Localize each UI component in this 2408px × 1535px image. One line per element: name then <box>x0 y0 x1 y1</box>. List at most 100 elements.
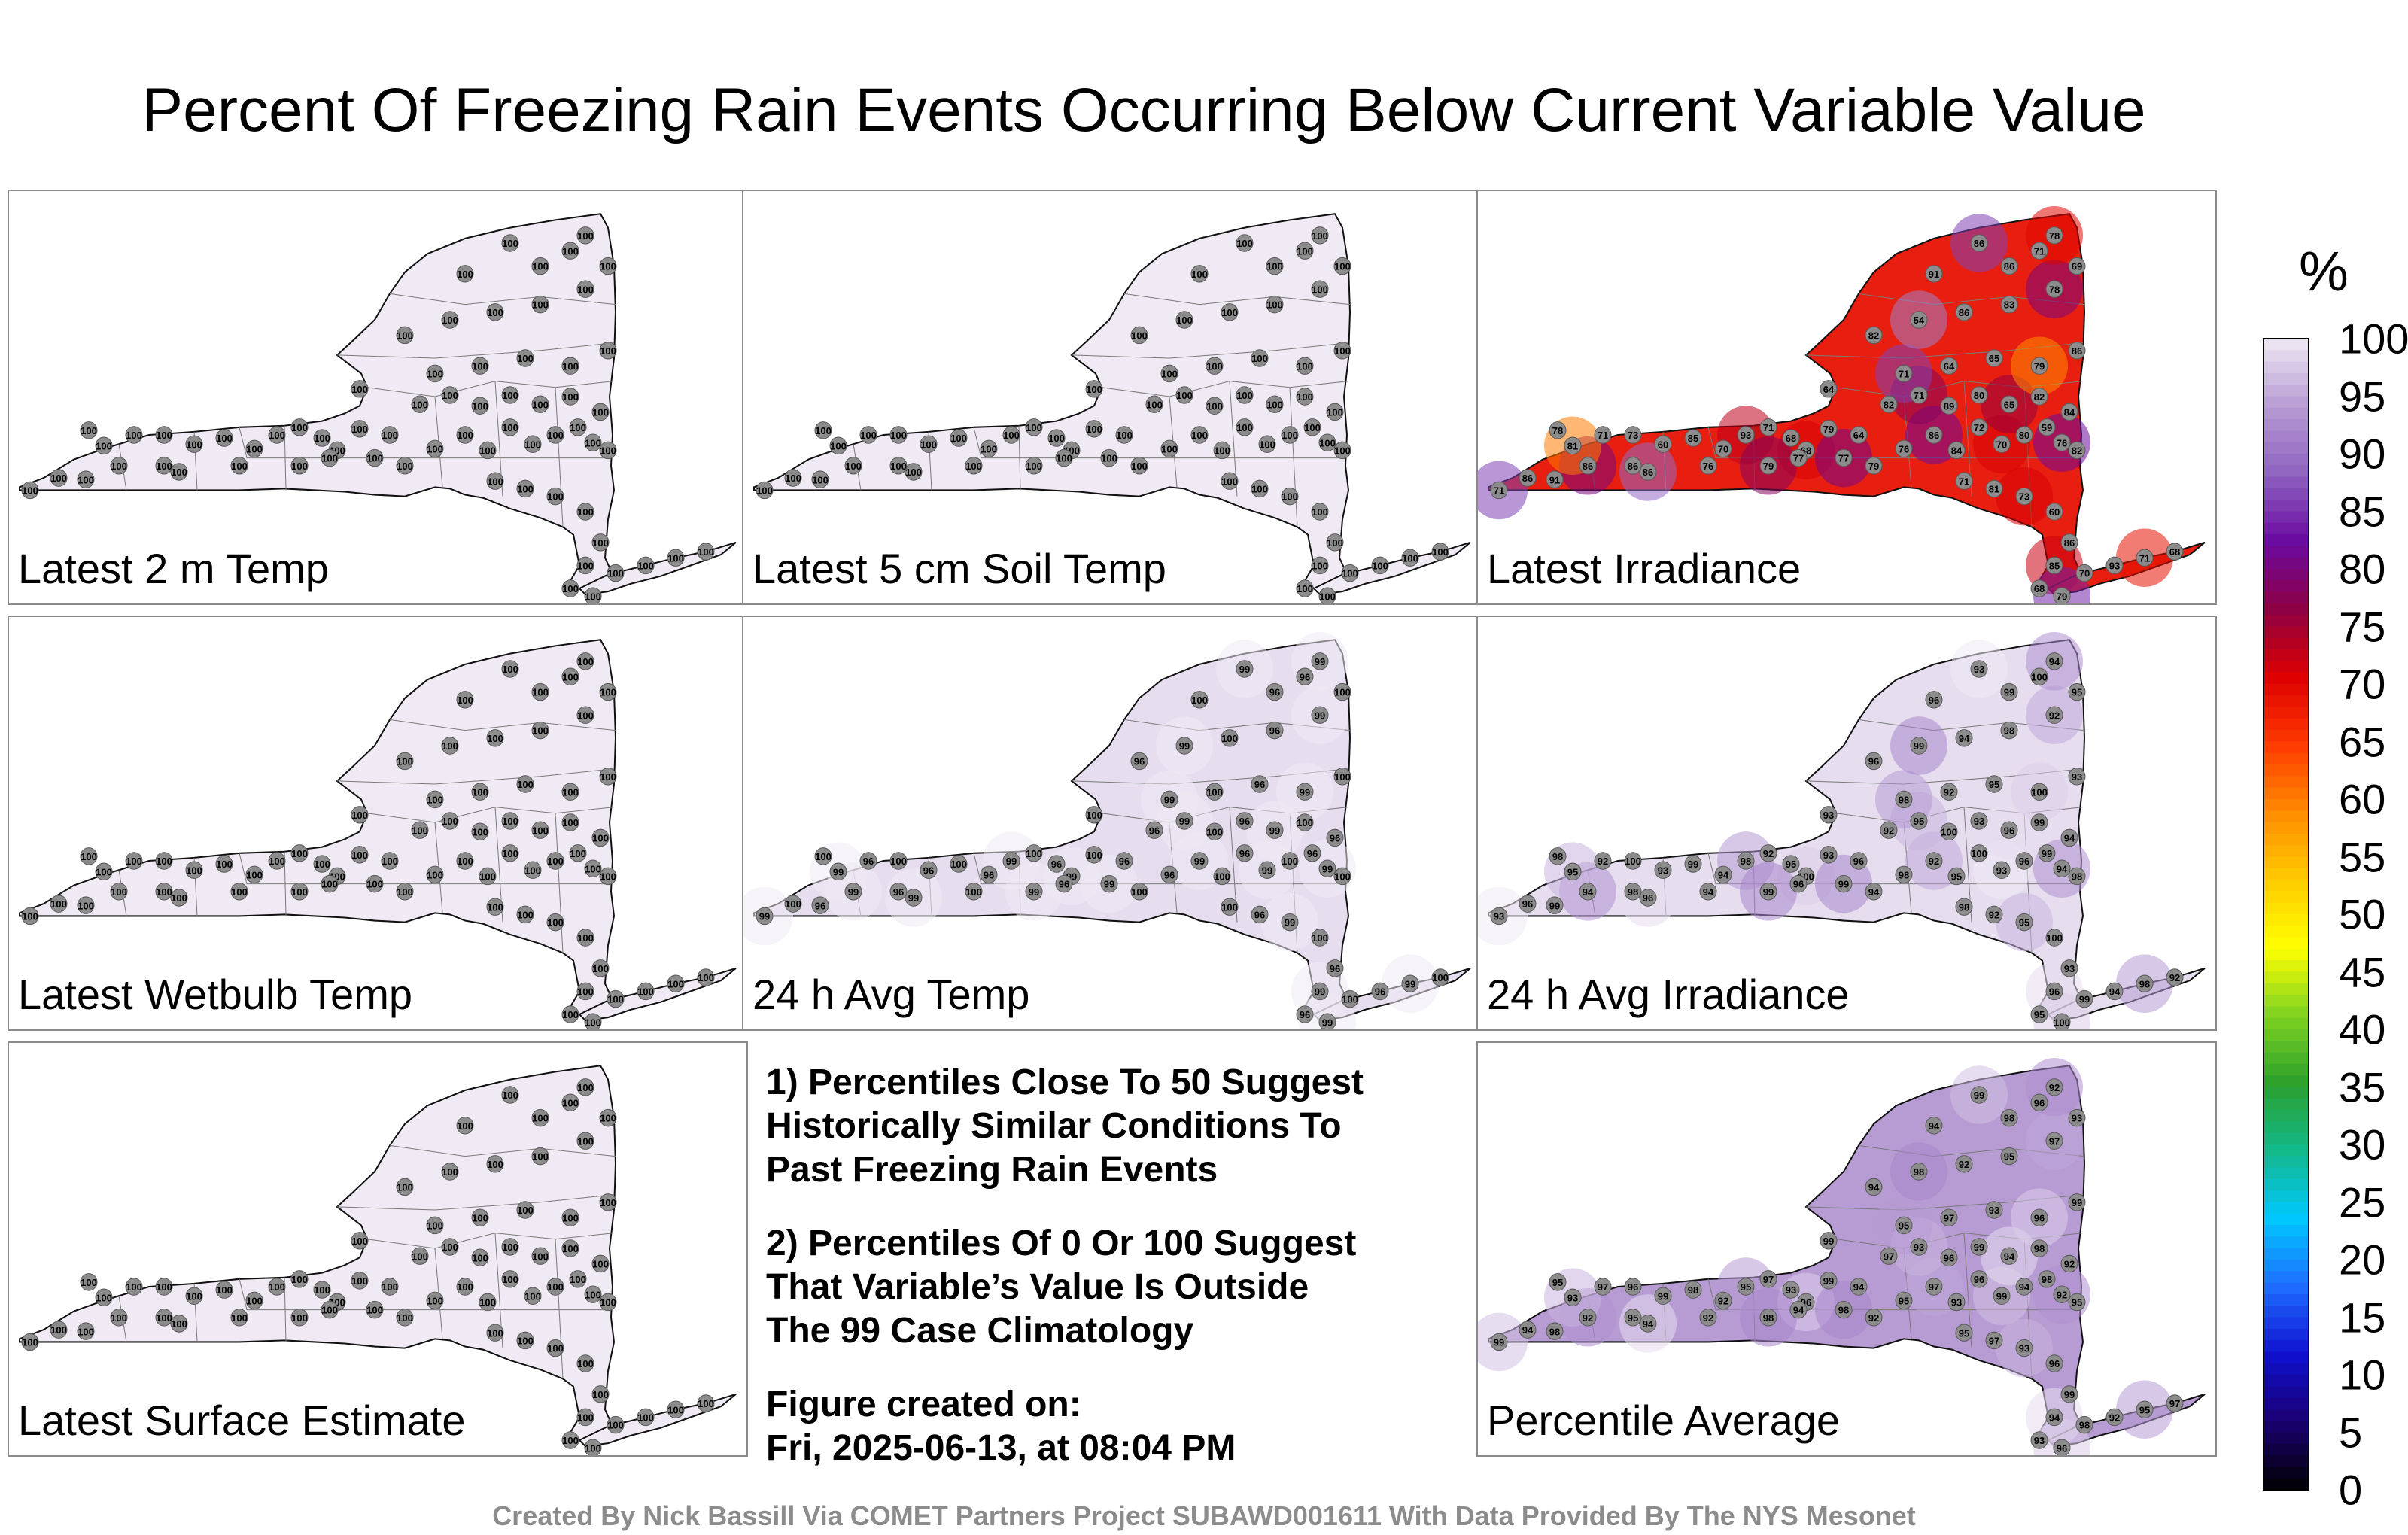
station-marker: 94 <box>1789 1300 1808 1319</box>
station-marker: 100 <box>1085 806 1103 824</box>
station-marker: 99 <box>1311 706 1329 724</box>
station-marker: 100 <box>1145 395 1163 413</box>
colorbar-tick-label: 5 <box>2339 1409 2363 1456</box>
station-marker: 96 <box>2030 1093 2048 1111</box>
station-value: 100 <box>1026 848 1042 859</box>
station-value: 100 <box>1086 850 1102 861</box>
station-value: 100 <box>1251 353 1268 364</box>
station-marker: 96 <box>1639 889 1657 907</box>
station-value: 100 <box>156 1281 172 1293</box>
station-marker: 100 <box>110 1309 128 1327</box>
station-marker: 100 <box>561 813 579 831</box>
station-value: 94 <box>1793 1305 1804 1316</box>
station-value: 100 <box>562 817 579 828</box>
station-marker: 93 <box>1993 861 2011 879</box>
station-marker: 100 <box>591 1254 610 1273</box>
station-marker: 100 <box>501 234 519 252</box>
state-outline <box>753 213 1351 590</box>
station-value: 100 <box>547 856 564 867</box>
station-value: 93 <box>1951 1296 1962 1308</box>
station-value: 100 <box>600 1197 616 1208</box>
station-marker: 100 <box>1296 388 1314 406</box>
colorbar-segment <box>2264 995 2309 1008</box>
station-marker: 94 <box>1519 1321 1537 1339</box>
station-value: 100 <box>1319 437 1336 448</box>
station-marker: 100 <box>77 1322 95 1340</box>
station-marker: 86 <box>2068 342 2086 360</box>
station-marker: 97 <box>1759 1270 1777 1288</box>
station-marker: 94 <box>2045 652 2063 670</box>
colorbar-tick-label: 60 <box>2339 775 2386 823</box>
colorbar-segment <box>2264 1386 2309 1399</box>
station-value: 99 <box>1104 879 1114 890</box>
station-value: 100 <box>592 537 609 549</box>
station-value: 100 <box>291 1274 308 1285</box>
colorbar-segment <box>2264 1282 2309 1295</box>
station-marker: 100 <box>479 867 497 886</box>
station-marker: 79 <box>2030 357 2048 375</box>
station-marker: 100 <box>1115 426 1133 444</box>
station-marker: 100 <box>125 852 143 870</box>
station-marker: 96 <box>1303 844 1321 862</box>
station-value: 71 <box>1763 422 1774 433</box>
station-value: 96 <box>1330 832 1340 843</box>
station-marker: 96 <box>2000 821 2018 839</box>
station-value: 100 <box>845 460 862 472</box>
station-value: 86 <box>1959 307 1969 318</box>
station-marker: 100 <box>21 481 39 500</box>
station-value: 100 <box>382 856 398 867</box>
station-marker: 100 <box>441 812 459 830</box>
station-marker: 99 <box>756 907 774 926</box>
station-marker: 86 <box>1624 457 1642 475</box>
station-value: 100 <box>600 871 616 882</box>
station-marker: 96 <box>1850 852 1868 870</box>
station-marker: 94 <box>2105 982 2124 1001</box>
station-marker: 100 <box>1401 549 1419 567</box>
station-value: 100 <box>472 826 488 837</box>
station-value: 100 <box>269 856 285 867</box>
station-value: 100 <box>502 238 518 249</box>
station-marker: 70 <box>2075 564 2093 582</box>
colorbar-segment <box>2264 684 2309 697</box>
station-value: 100 <box>1176 390 1193 401</box>
station-marker: 100 <box>1190 265 1209 283</box>
station-value: 100 <box>2031 786 2048 798</box>
station-value: 100 <box>472 400 488 412</box>
station-marker: 99 <box>1910 737 1928 755</box>
station-value: 99 <box>1006 856 1017 867</box>
station-value: 100 <box>442 740 458 752</box>
colorbar-segment <box>2264 454 2309 467</box>
station-value: 98 <box>1959 901 1969 913</box>
station-marker: 100 <box>471 1248 489 1266</box>
station-value: 100 <box>830 440 847 451</box>
station-marker: 100 <box>471 397 489 415</box>
colorbar-segment <box>2264 1178 2309 1191</box>
station-marker: 99 <box>2075 989 2093 1008</box>
station-marker: 96 <box>2030 1208 2048 1226</box>
station-marker: 96 <box>1236 844 1254 862</box>
station-value: 96 <box>1628 1281 1638 1293</box>
station-value: 99 <box>1300 786 1310 798</box>
station-value: 100 <box>1402 552 1418 564</box>
colorbar-segment <box>2264 1293 2309 1306</box>
station-marker: 99 <box>1100 874 1118 893</box>
station-marker: 100 <box>1206 783 1224 801</box>
station-value: 92 <box>1989 909 1999 920</box>
colorbar-segment <box>2264 1351 2309 1364</box>
station-value: 96 <box>1307 848 1318 859</box>
station-value: 99 <box>1262 865 1272 876</box>
station-marker: 86 <box>1639 463 1657 481</box>
station-marker: 100 <box>268 1278 286 1296</box>
station-value: 97 <box>1763 1274 1774 1285</box>
station-marker: 100 <box>829 436 847 455</box>
station-marker: 96 <box>1115 852 1133 870</box>
station-marker: 86 <box>1925 426 1943 444</box>
station-marker: 100 <box>185 435 203 453</box>
county-line <box>389 719 616 731</box>
station-value: 78 <box>2049 230 2060 242</box>
station-value: 100 <box>1319 591 1336 602</box>
station-value: 100 <box>472 1212 488 1223</box>
colorbar-tick-label: 30 <box>2339 1120 2386 1169</box>
station-marker: 100 <box>1251 349 1269 367</box>
station-marker: 100 <box>591 1385 610 1403</box>
